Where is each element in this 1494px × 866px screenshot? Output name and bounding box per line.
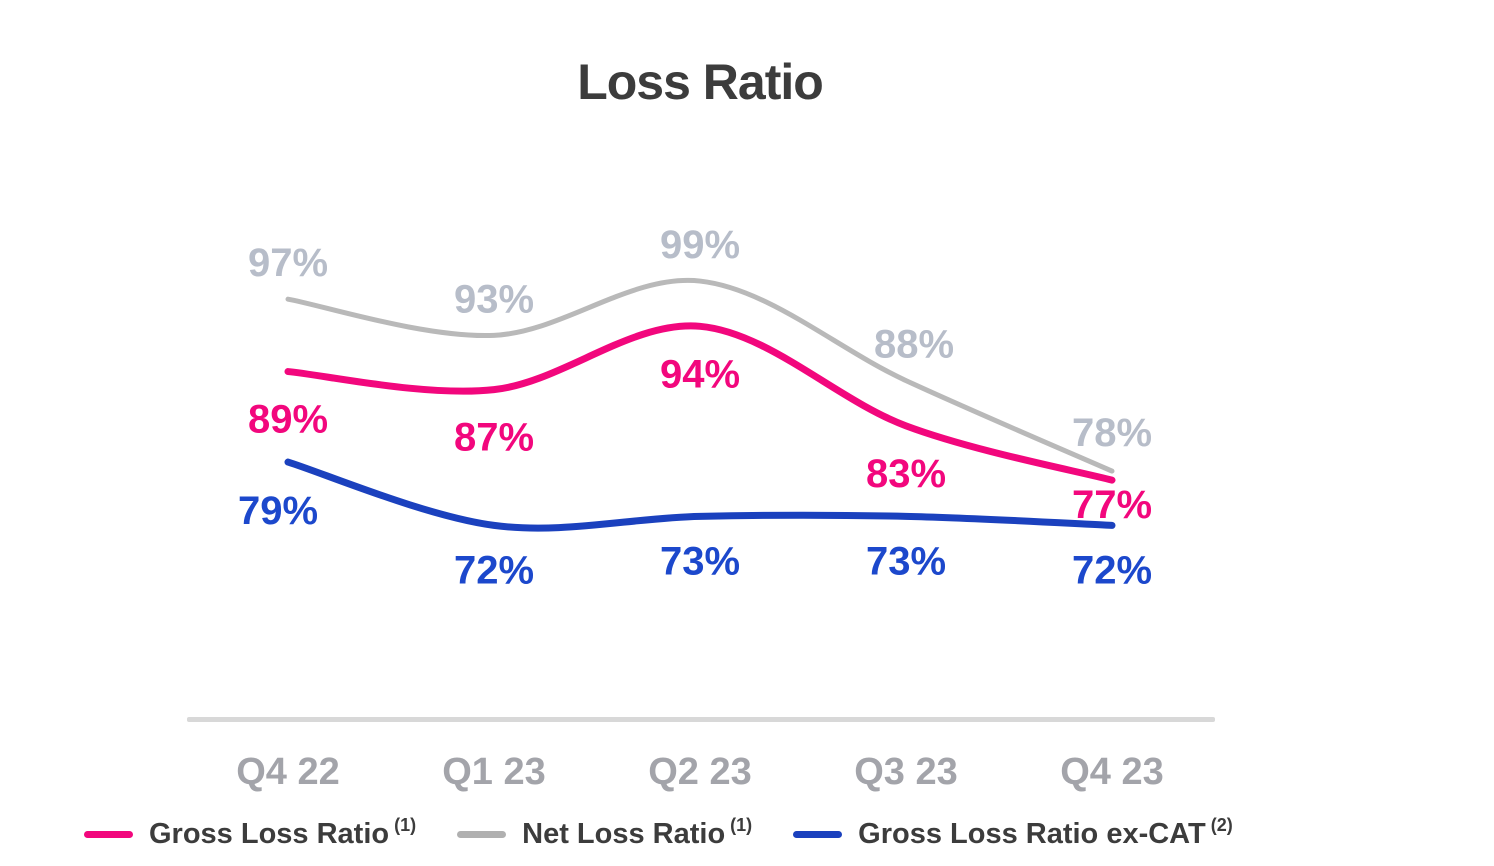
data-label-net-loss-ratio: 93% xyxy=(454,277,534,321)
data-label-gross-loss-ratio-ex-cat: 72% xyxy=(1072,548,1152,592)
legend-item-net-loss-ratio: Net Loss Ratio (1) xyxy=(457,815,753,851)
legend-item-gross-loss-ratio: Gross Loss Ratio (1) xyxy=(84,815,417,851)
data-label-net-loss-ratio: 97% xyxy=(248,241,328,285)
x-axis-label: Q3 23 xyxy=(854,751,958,793)
data-label-gross-loss-ratio-ex-cat: 72% xyxy=(454,548,534,592)
legend-footnote-marker: (2) xyxy=(1210,815,1233,835)
legend-label: Gross Loss Ratio xyxy=(149,818,390,850)
series-line-gross-loss-ratio xyxy=(284,322,1116,484)
data-label-net-loss-ratio: 78% xyxy=(1072,411,1152,455)
data-label-gross-loss-ratio-ex-cat: 73% xyxy=(660,539,740,583)
legend-dash-icon xyxy=(793,831,843,838)
x-axis-label: Q4 22 xyxy=(236,751,340,793)
data-label-gross-loss-ratio: 87% xyxy=(454,416,534,460)
legend-item-gross-loss-ratio-ex-cat: Gross Loss Ratio ex-CAT (2) xyxy=(793,815,1233,851)
data-label-gross-loss-ratio-ex-cat: 79% xyxy=(238,489,318,533)
data-label-net-loss-ratio: 88% xyxy=(874,323,954,367)
x-axis-label: Q2 23 xyxy=(648,751,752,793)
x-axis-line xyxy=(187,717,1215,722)
legend-dash-icon xyxy=(457,831,507,838)
legend-label: Net Loss Ratio xyxy=(522,818,726,850)
x-axis-label: Q4 23 xyxy=(1060,751,1164,793)
data-label-gross-loss-ratio: 83% xyxy=(866,452,946,496)
legend-footnote-marker: (1) xyxy=(394,815,417,835)
data-label-gross-loss-ratio: 77% xyxy=(1072,483,1152,527)
legend-footnote-marker: (1) xyxy=(730,815,753,835)
x-axis-label: Q1 23 xyxy=(442,751,546,793)
data-label-gross-loss-ratio-ex-cat: 73% xyxy=(866,539,946,583)
data-label-gross-loss-ratio: 94% xyxy=(660,352,740,396)
chart-title: Loss Ratio xyxy=(577,54,824,110)
series-line-net-loss-ratio xyxy=(285,277,1115,474)
series-line-gross-loss-ratio-ex-cat xyxy=(284,458,1116,532)
data-label-gross-loss-ratio: 89% xyxy=(248,398,328,442)
chart-legend: Gross Loss Ratio (1) Net Loss Ratio (1) Gros… xyxy=(84,815,1233,851)
legend-dash-icon xyxy=(84,831,133,838)
data-label-net-loss-ratio: 99% xyxy=(660,223,740,267)
legend-label: Gross Loss Ratio ex-CAT xyxy=(858,818,1206,850)
